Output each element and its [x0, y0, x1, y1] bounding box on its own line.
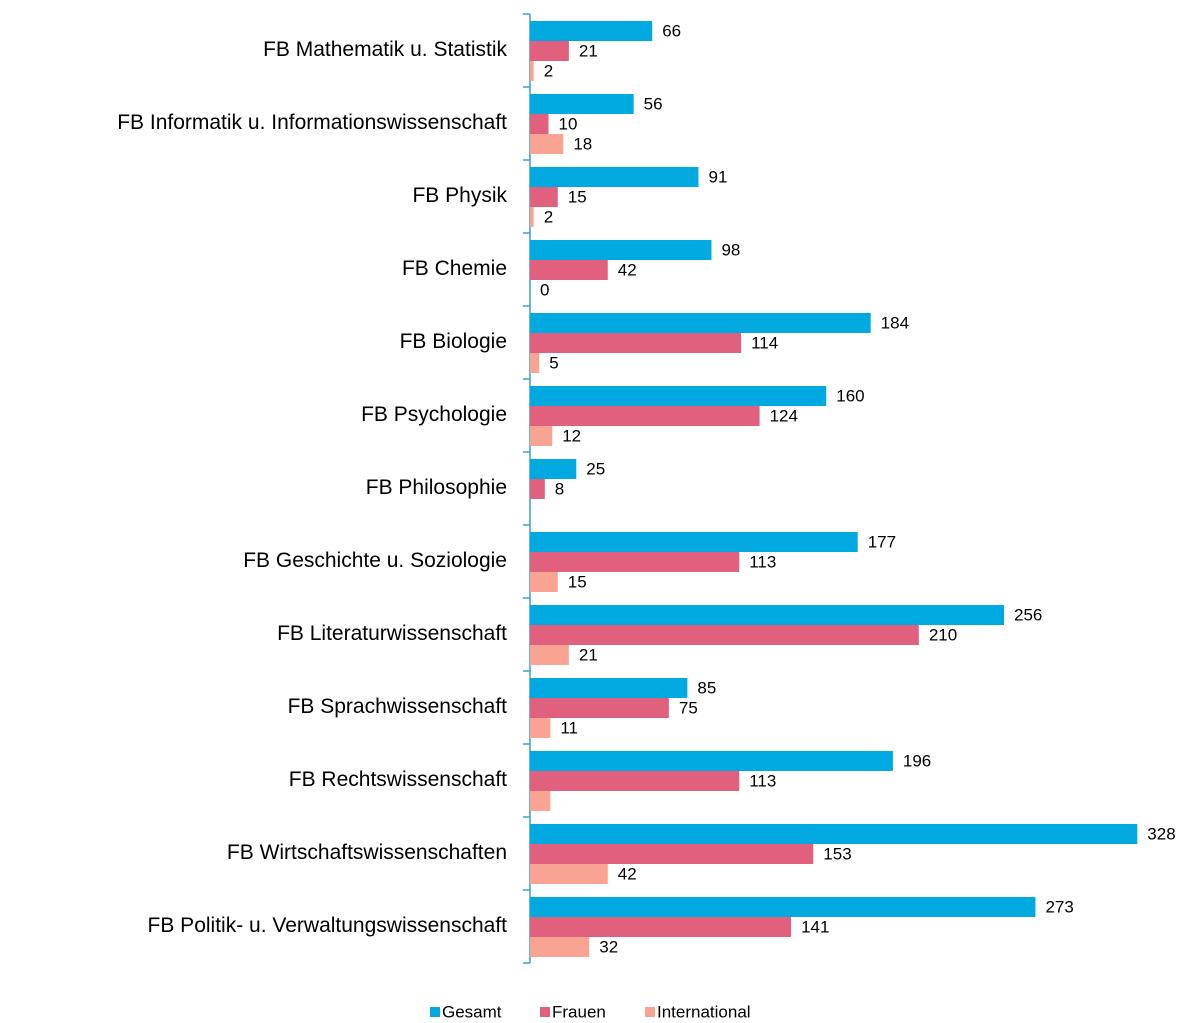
bar [530, 645, 569, 665]
data-label: 11 [560, 718, 578, 737]
bar [530, 41, 569, 61]
bar [530, 61, 534, 81]
bar [530, 824, 1138, 844]
bar [530, 605, 1004, 625]
data-label: 18 [573, 134, 592, 153]
data-label: 98 [721, 240, 740, 259]
bar [530, 114, 549, 134]
data-label: 42 [618, 864, 637, 883]
bar [530, 21, 653, 41]
category-label: FB Philosophie [366, 476, 507, 499]
category-label: FB Politik- u. Verwaltungswissenschaft [148, 914, 508, 937]
bar [530, 426, 553, 446]
legend-swatch [645, 1007, 655, 1017]
bar [530, 459, 577, 479]
bar [530, 791, 551, 811]
data-label: 2 [544, 207, 553, 226]
bar [530, 207, 534, 227]
bar [530, 844, 814, 864]
data-label: 91 [708, 167, 727, 186]
bar [530, 917, 792, 937]
bar [530, 625, 919, 645]
bar [530, 167, 699, 187]
data-label: 141 [801, 917, 829, 936]
data-label: 210 [929, 625, 957, 644]
bar [530, 333, 742, 353]
category-label: FB Chemie [402, 257, 507, 280]
data-label: 160 [836, 386, 864, 405]
data-label: 113 [749, 552, 776, 571]
legend-label: Frauen [552, 1002, 606, 1021]
data-label: 273 [1045, 897, 1073, 916]
data-label: 15 [568, 187, 587, 206]
data-label: 15 [568, 572, 587, 591]
data-label: 25 [586, 459, 605, 478]
data-label: 21 [579, 41, 598, 60]
category-label: FB Sprachwissenschaft [288, 695, 508, 718]
data-label: 42 [618, 260, 637, 279]
bar [530, 406, 760, 426]
bar [530, 353, 540, 373]
data-label: 256 [1014, 605, 1042, 624]
data-label: 153 [823, 844, 851, 863]
legend-label: Gesamt [442, 1002, 502, 1021]
bar [530, 134, 564, 154]
category-label: FB Rechtswissenschaft [289, 768, 507, 791]
data-label: 12 [562, 426, 581, 445]
legend-label: International [657, 1002, 751, 1021]
data-label: 328 [1147, 824, 1175, 843]
category-label: FB Psychologie [361, 403, 507, 426]
data-label: 124 [770, 406, 798, 425]
bar [530, 532, 858, 552]
bar [530, 698, 669, 718]
category-label: FB Biologie [400, 330, 507, 353]
data-label: 75 [679, 698, 698, 717]
bar [530, 937, 590, 957]
bar [530, 386, 827, 406]
data-label: 0 [540, 280, 549, 299]
data-label: 2 [544, 61, 553, 80]
bar [530, 897, 1036, 917]
bar [530, 313, 871, 333]
data-label: 113 [749, 771, 776, 790]
data-label: 10 [559, 114, 578, 133]
category-label: FB Wirtschaftswissenschaften [227, 841, 507, 864]
data-label: 8 [555, 479, 564, 498]
data-label: 114 [751, 333, 778, 352]
bar [530, 864, 608, 884]
bar [530, 187, 558, 207]
category-label: FB Informatik u. Informationswissenschaf… [117, 111, 507, 134]
bar [530, 678, 688, 698]
data-label: 66 [662, 21, 681, 40]
data-label: 56 [644, 94, 663, 113]
data-label: 184 [881, 313, 909, 332]
bar [530, 572, 558, 592]
data-label: 177 [868, 532, 896, 551]
category-label: FB Physik [412, 184, 507, 207]
category-label: FB Mathematik u. Statistik [263, 38, 507, 61]
category-label: FB Geschichte u. Soziologie [243, 549, 507, 572]
legend-swatch [540, 1007, 550, 1017]
bar [530, 479, 545, 499]
bar [530, 260, 608, 280]
bar [530, 552, 740, 572]
data-label: 196 [903, 751, 931, 770]
legend-swatch [430, 1007, 440, 1017]
data-label: 85 [697, 678, 716, 697]
data-label: 5 [549, 353, 558, 372]
bar [530, 751, 893, 771]
data-label: 21 [579, 645, 598, 664]
data-label: 32 [599, 937, 618, 956]
category-label: FB Literaturwissenschaft [277, 622, 507, 645]
bar [530, 240, 712, 260]
bar [530, 718, 551, 738]
bar [530, 771, 740, 791]
bar [530, 94, 634, 114]
